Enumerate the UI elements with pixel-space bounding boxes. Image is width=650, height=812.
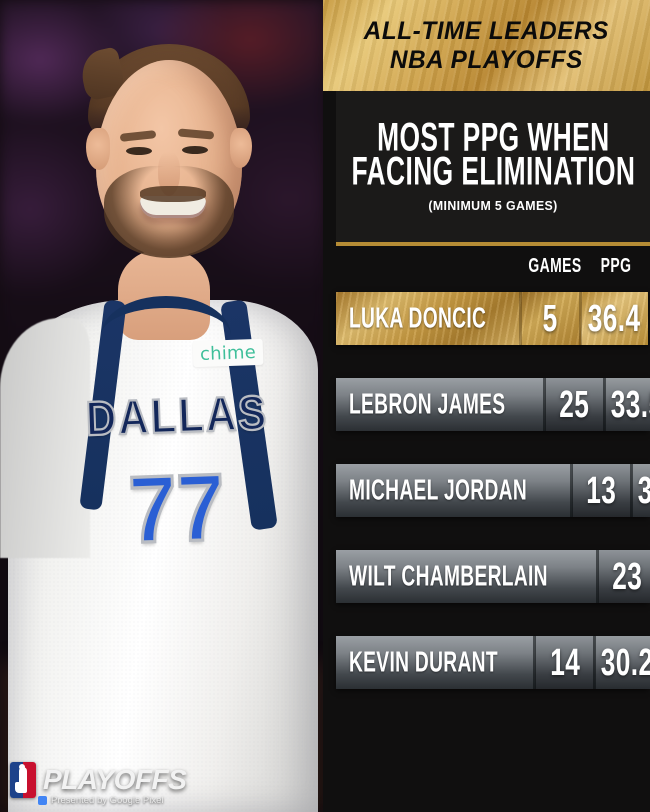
row-name-cell: LEBRON JAMES <box>336 378 545 431</box>
player-eye-right <box>182 146 208 154</box>
games-value: 13 <box>586 468 617 512</box>
player-name: LUKA DONCIC <box>349 301 487 334</box>
ppg-value: 31.3 <box>637 468 650 512</box>
player-name: MICHAEL JORDAN <box>349 473 528 506</box>
player-eye-left <box>126 147 152 155</box>
games-value: 14 <box>550 640 581 684</box>
player-shoulder <box>0 318 90 558</box>
nba-logo-icon <box>10 762 36 798</box>
player-mustache <box>140 186 206 202</box>
stat-title-line-1: MOST PPG WHEN <box>376 113 610 159</box>
row-ppg-cell: 31.3 <box>629 464 650 517</box>
games-value: 23 <box>612 554 643 598</box>
leaderboard-rows: LUKA DONCIC 5 36.4 LEBRON JAMES 25 33.5 <box>323 292 650 689</box>
panel-header: ALL-TIME LEADERS NBA PLAYOFFS <box>323 0 650 91</box>
row-ppg-cell: 36.4 <box>578 292 648 345</box>
table-row[interactable]: WILT CHAMBERLAIN 23 31.1 <box>336 550 650 603</box>
player-name: LEBRON JAMES <box>349 387 506 420</box>
stat-title-box: MOST PPG WHEN FACING ELIMINATION (MINIMU… <box>336 91 650 246</box>
row-games-cell: 5 <box>518 292 581 345</box>
stats-panel: ALL-TIME LEADERS NBA PLAYOFFS MOST PPG W… <box>323 0 650 812</box>
column-header-games: GAMES <box>528 254 582 277</box>
row-games-cell: 14 <box>533 636 596 689</box>
row-ppg-cell: 33.5 <box>602 378 650 431</box>
stat-title-qualifier: (MINIMUM 5 GAMES) <box>428 198 558 214</box>
table-row[interactable]: KEVIN DURANT 14 30.2 <box>336 636 650 689</box>
row-games-cell: 13 <box>569 464 632 517</box>
table-row[interactable]: MICHAEL JORDAN 13 31.3 <box>336 464 650 517</box>
column-header-ppg: PPG <box>600 254 632 277</box>
row-games-cell: 23 <box>595 550 650 603</box>
row-name-cell: MICHAEL JORDAN <box>336 464 572 517</box>
header-line-2: NBA PLAYOFFS <box>390 45 583 74</box>
jersey-number: 77 <box>126 453 228 565</box>
jersey-sponsor-patch: chime <box>192 338 264 368</box>
row-ppg-cell: 30.2 <box>593 636 650 689</box>
row-games-cell: 25 <box>542 378 605 431</box>
nba-silhouette <box>15 764 27 793</box>
games-value: 5 <box>542 296 558 340</box>
playoffs-logo-lockup: PLAYOFFS <box>10 762 187 798</box>
table-row[interactable]: LUKA DONCIC 5 36.4 <box>336 292 648 345</box>
jersey-team-wordmark: DALLAS <box>84 384 270 447</box>
table-row[interactable]: LEBRON JAMES 25 33.5 <box>336 378 650 431</box>
games-value: 25 <box>559 382 590 426</box>
ppg-value: 33.5 <box>610 382 650 426</box>
row-name-cell: KEVIN DURANT <box>336 636 536 689</box>
column-headers: GAMES PPG <box>323 254 650 286</box>
ppg-value: 36.4 <box>587 296 641 340</box>
playoffs-wordmark: PLAYOFFS <box>43 764 187 795</box>
player-ear-left <box>86 128 110 170</box>
header-line-1: ALL-TIME LEADERS <box>363 17 610 45</box>
stat-title-line-2: FACING ELIMINATION <box>351 147 635 193</box>
player-name: KEVIN DURANT <box>349 645 498 678</box>
presented-by-line: Presented by Google Pixel <box>38 795 163 806</box>
player-photo: chime DALLAS 77 PLAYOFFS Presented by Go… <box>0 0 325 812</box>
ppg-value: 30.2 <box>600 640 650 684</box>
player-ear-right <box>230 128 252 168</box>
player-name: WILT CHAMBERLAIN <box>349 559 548 592</box>
google-pixel-icon <box>38 796 47 805</box>
row-name-cell: WILT CHAMBERLAIN <box>336 550 598 603</box>
presented-by-text: Presented by Google Pixel <box>51 795 164 806</box>
row-name-cell: LUKA DONCIC <box>336 292 521 345</box>
